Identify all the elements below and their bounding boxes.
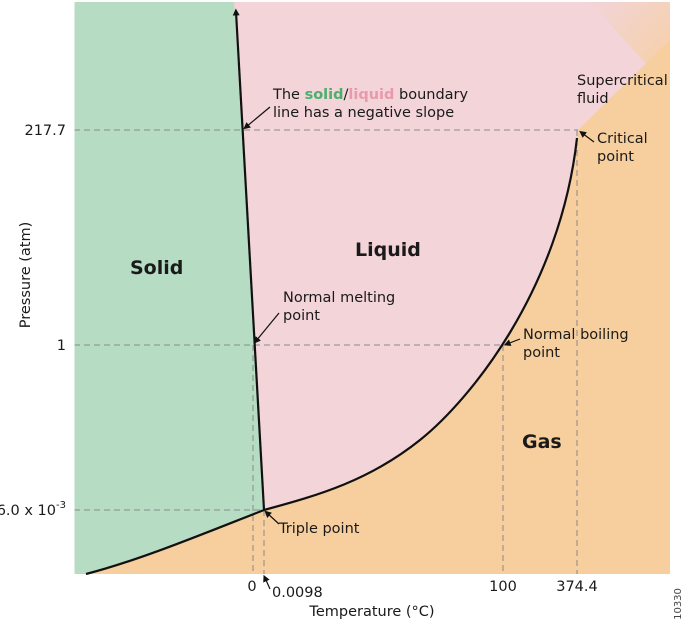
melting-point-pointer [253,312,280,344]
liquid-word: liquid [348,87,394,103]
boundary-annotation-line2: line has a negative slope [273,105,454,121]
triple-point-pointer [264,510,280,525]
figure-id: 10330 [673,588,684,620]
x-tick-critical: 374.4 [556,579,598,595]
vaporization-curve [263,137,579,512]
melting-point-label-2: point [283,308,320,324]
critical-point-label-1: Critical [597,131,648,147]
x-tick-triple-pointer [263,574,271,590]
critical-point-label-2: point [597,149,634,165]
triple-point-label: Triple point [278,521,360,537]
boundary-pointer [243,106,271,130]
melting-point-label-1: Normal melting [283,290,395,306]
boiling-point-label-2: point [523,345,560,361]
gas-label: Gas [522,431,562,453]
supercritical-label-1: Supercritical [577,73,668,89]
supercritical-region [590,2,670,90]
boundary-annotation-line1: The solid/liquid boundary [272,87,469,103]
boiling-point-label-1: Normal boiling [523,327,629,343]
critical-point-pointer [579,130,595,143]
x-tick-triple: 0.0098 [272,585,323,601]
solid-region [74,2,264,574]
x-tick-boiling: 100 [489,579,517,595]
supercritical-label-2: fluid [577,91,609,107]
solid-word: solid [305,87,344,103]
liquid-label: Liquid [355,239,421,261]
x-axis-title: Temperature (°C) [308,604,434,620]
sublimation-curve [85,508,265,576]
x-tick-melting: 0 [247,579,256,595]
y-tick-triple: 6.0 x 10-3 [0,500,66,519]
y-tick-normal: 1 [57,338,66,354]
solid-label: Solid [130,257,183,279]
melting-curve [232,8,266,511]
y-tick-critical: 217.7 [24,123,66,139]
y-axis-title: Pressure (atm) [18,222,34,329]
boiling-point-pointer [503,338,521,347]
liquid-region [234,2,670,510]
